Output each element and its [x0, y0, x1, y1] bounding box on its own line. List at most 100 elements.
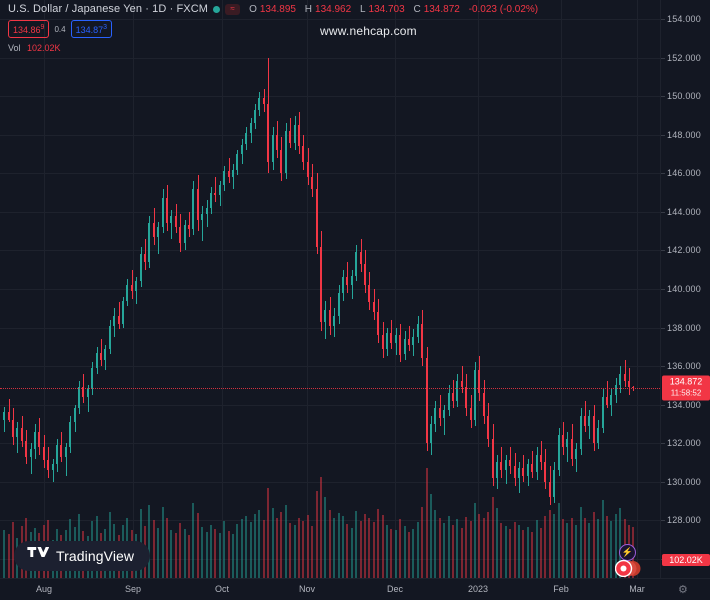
candle-body	[65, 446, 67, 457]
price-tick-label: 138.000	[661, 323, 710, 333]
candle-body	[421, 323, 423, 359]
candle-wick	[9, 398, 10, 422]
candle-body	[588, 416, 590, 426]
candle-body	[624, 373, 626, 382]
bid-price-value: 134.86	[13, 25, 41, 35]
candle-body	[192, 188, 194, 230]
price-tick-label: 142.000	[661, 245, 710, 255]
price-tick-label: 134.000	[661, 400, 710, 410]
candle-body	[179, 227, 181, 243]
legend-quote-row: 134.869 0.4 134.873	[8, 20, 541, 38]
ask-price-value: 134.87	[75, 25, 104, 35]
candle-body	[487, 416, 489, 440]
volume-bar	[307, 514, 309, 578]
time-tick-label: Dec	[386, 584, 404, 594]
symbol-title[interactable]: U.S. Dollar / Japanese Yen · 1D · FXCM	[8, 3, 209, 15]
candle-body	[316, 188, 318, 247]
volume-bar	[162, 506, 164, 578]
volume-bar	[395, 530, 397, 578]
volume-bar	[311, 525, 313, 578]
candle-wick	[17, 421, 18, 453]
candle-body	[82, 387, 84, 397]
tradingview-logo-icon	[27, 547, 50, 565]
tradingview-badge[interactable]: TradingView	[14, 541, 151, 571]
candle-body	[443, 410, 445, 419]
ohlc-values: O 134.895 H 134.962 L 134.703 C 134.872 -0.0…	[249, 4, 541, 15]
candle-body	[628, 381, 630, 388]
candle-body	[258, 98, 260, 110]
candle-body	[166, 198, 168, 224]
chart-canvas[interactable]	[0, 0, 660, 578]
volume-bar	[153, 520, 155, 578]
ask-price-box[interactable]: 134.873	[70, 20, 112, 38]
candle-body	[38, 431, 40, 447]
candle-body	[329, 310, 331, 326]
candle-body	[439, 408, 441, 419]
time-tick-label: 2023	[467, 584, 489, 594]
candle-wick	[229, 157, 230, 184]
time-tick-label: Nov	[298, 584, 316, 594]
volume-bar	[294, 524, 296, 578]
gridline-horizontal	[0, 520, 660, 522]
price-axis[interactable]: 154.000 152.000 150.000 148.000 146.000 144.0…	[660, 0, 710, 578]
candle-body	[96, 352, 98, 368]
candle-body	[593, 416, 595, 444]
volume-bar	[606, 515, 608, 578]
volume-bar	[421, 506, 423, 578]
gridline-horizontal	[0, 250, 660, 252]
gridline-horizontal	[0, 366, 660, 368]
replay-record-icon[interactable]	[614, 559, 641, 578]
volume-bar	[553, 513, 555, 578]
volume-bar	[496, 508, 498, 578]
site-watermark: www.nehcap.com	[320, 24, 417, 38]
volume-bar	[320, 477, 322, 578]
volume-bar	[280, 512, 282, 578]
candle-wick	[88, 385, 89, 413]
volume-bar	[236, 523, 238, 578]
volume-bar	[522, 530, 524, 578]
gridline-vertical	[637, 0, 638, 578]
ohlc-high-value: 134.962	[315, 3, 352, 15]
volume-bar	[461, 527, 463, 578]
candle-body	[566, 439, 568, 447]
candle-body	[228, 171, 230, 178]
ohlc-open-value: 134.895	[259, 3, 296, 15]
volume-bar	[201, 526, 203, 578]
candle-body	[456, 381, 458, 401]
candle-body	[47, 460, 49, 471]
candle-wick	[171, 210, 172, 239]
volume-bar	[267, 488, 269, 578]
candle-body	[118, 315, 120, 324]
volume-bar	[610, 521, 612, 578]
volume-bar	[157, 527, 159, 578]
candle-body	[311, 177, 313, 189]
price-tick-label: 146.000	[661, 168, 710, 178]
volume-bar	[192, 502, 194, 578]
bid-price-box[interactable]: 134.869	[8, 20, 50, 38]
volume-bar	[368, 517, 370, 578]
candle-body	[390, 333, 392, 343]
candle-body	[285, 131, 287, 174]
volume-bar	[404, 525, 406, 578]
volume-bar	[430, 493, 432, 578]
candle-body	[461, 381, 463, 388]
time-axis[interactable]: Aug Sep Oct Nov Dec 2023 Feb Mar	[0, 578, 710, 600]
gridline-vertical	[561, 0, 562, 578]
volume-bar	[329, 510, 331, 578]
candle-body	[131, 285, 133, 291]
candle-body	[12, 420, 14, 438]
volume-bar	[175, 533, 177, 578]
gear-icon[interactable]: ⚙	[678, 584, 688, 596]
volume-bar	[443, 523, 445, 578]
volume-bar	[179, 523, 181, 578]
lightning-bolt-icon[interactable]: ⚡	[619, 544, 636, 561]
price-tick-label: 136.000	[661, 361, 710, 371]
volume-bar	[470, 521, 472, 578]
candle-body	[342, 277, 344, 293]
candle-body	[87, 389, 89, 397]
gridline-horizontal	[0, 211, 660, 213]
candle-body	[109, 325, 111, 349]
candle-body	[170, 215, 172, 224]
candle-body	[272, 134, 274, 162]
candle-body	[245, 132, 247, 145]
